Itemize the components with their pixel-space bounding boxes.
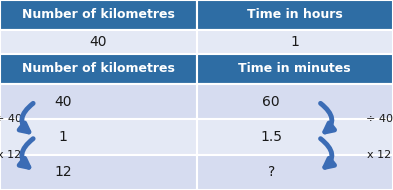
Text: 1: 1	[59, 130, 67, 144]
Text: Number of kilometres: Number of kilometres	[22, 63, 174, 75]
Text: x 12: x 12	[0, 150, 21, 160]
Text: Time in hours: Time in hours	[247, 9, 343, 21]
Text: 1.5: 1.5	[260, 130, 282, 144]
Bar	[0, 30, 196, 54]
Text: 12: 12	[54, 165, 72, 179]
Text: 40: 40	[90, 35, 107, 49]
Text: ?: ?	[268, 165, 275, 179]
Bar	[0, 84, 196, 119]
Text: ÷ 40: ÷ 40	[0, 114, 22, 124]
Text: Number of kilometres: Number of kilometres	[22, 9, 174, 21]
Text: 1: 1	[290, 35, 299, 49]
Bar	[0, 0, 196, 30]
Text: Time in minutes: Time in minutes	[239, 63, 351, 75]
Text: x 12: x 12	[367, 150, 391, 160]
Bar	[196, 84, 393, 119]
Bar	[196, 0, 393, 30]
Bar	[0, 54, 196, 84]
Bar	[196, 155, 393, 190]
Text: 40: 40	[54, 95, 72, 109]
Bar	[196, 54, 393, 84]
Text: 60: 60	[263, 95, 280, 109]
Bar	[0, 155, 196, 190]
Bar	[196, 119, 393, 155]
Bar	[196, 30, 393, 54]
Bar	[0, 119, 196, 155]
Text: ÷ 40: ÷ 40	[366, 114, 393, 124]
